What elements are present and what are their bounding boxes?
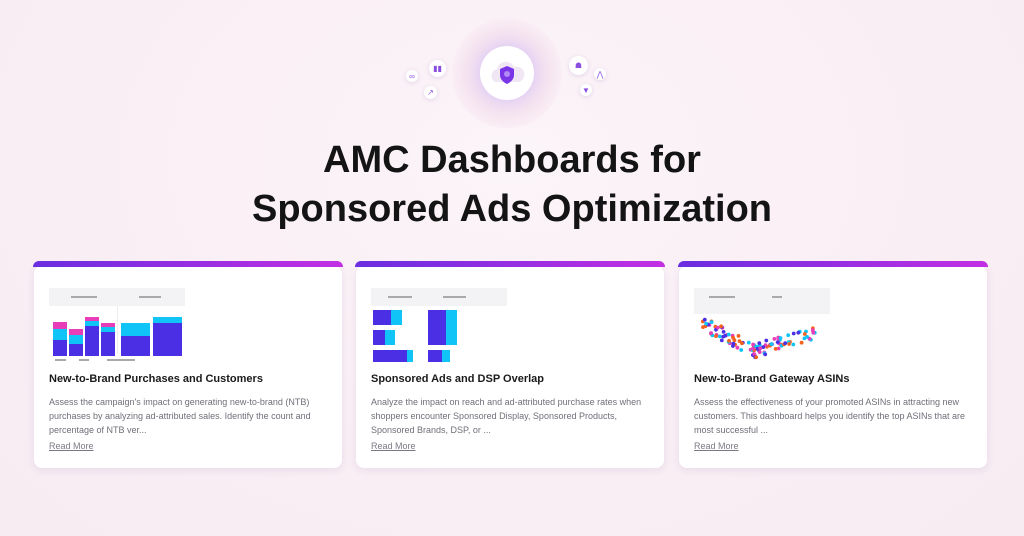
scatter-dot — [709, 331, 713, 335]
scatter-dot — [799, 340, 804, 345]
scatter-dot — [755, 346, 760, 351]
scatter-dot — [772, 337, 777, 341]
scatter-dot — [721, 330, 726, 334]
read-more-link[interactable]: Read More — [49, 441, 94, 451]
scatter-dot — [752, 352, 757, 357]
scatter-dot — [727, 338, 731, 343]
scatter-dot — [775, 340, 780, 344]
scatter-dot — [783, 341, 788, 346]
scatter-dot — [735, 345, 740, 350]
scatter-dot — [791, 331, 796, 336]
scatter-dot — [758, 346, 763, 351]
page-title: AMC Dashboards for Sponsored Ads Optimiza… — [0, 136, 1024, 234]
title-line-2: Sponsored Ads Optimization — [251, 188, 773, 230]
scatter-dots — [700, 317, 817, 360]
scatter-dot — [709, 320, 714, 324]
scatter-dot — [757, 341, 762, 345]
scatter-dot — [751, 342, 755, 347]
card-title: Sponsored Ads and DSP Overlap — [371, 373, 544, 385]
horizontal-bar-thumbnail — [371, 288, 507, 362]
scatter-dot — [761, 345, 766, 349]
scatter-dot — [773, 347, 778, 351]
dashboard-card-ntb-purchases[interactable]: New-to-Brand Purchases and Customers Ass… — [33, 261, 343, 468]
chat-icon: ∞ — [406, 70, 418, 82]
scatter-dot — [702, 317, 707, 322]
scatter-dot — [726, 332, 731, 337]
scatter-dot — [719, 338, 724, 343]
bar-chart-icon: ▮▮ — [429, 60, 446, 77]
scatter-dot — [736, 334, 741, 338]
scatter-dot — [757, 350, 762, 354]
scatter-dot — [776, 346, 781, 351]
stacked-bar-thumbnail — [49, 288, 185, 362]
read-more-link[interactable]: Read More — [694, 441, 739, 451]
scatter-dot — [740, 341, 744, 346]
card-description: Assess the effectiveness of your promote… — [694, 397, 965, 435]
scatter-dot — [746, 340, 751, 345]
scatter-dot — [791, 342, 796, 347]
scatter-dot — [715, 325, 720, 330]
scatter-dot — [787, 342, 791, 346]
scatter-dot — [811, 330, 816, 335]
users-icon: ☗ — [569, 56, 588, 75]
scatter-dot — [754, 355, 759, 360]
scatter-dot — [714, 334, 718, 338]
scatter-dot — [802, 336, 807, 341]
scatter-dot — [731, 344, 735, 348]
network-icon: ⋀ — [594, 68, 606, 80]
scatter-dot — [763, 352, 768, 357]
scatter-dot — [739, 348, 744, 352]
dashboard-card-sa-dsp-overlap[interactable]: Sponsored Ads and DSP Overlap Analyze th… — [355, 261, 665, 468]
trend-icon: ↗ — [424, 86, 437, 99]
title-line-1: AMC Dashboards for — [323, 139, 701, 181]
scatter-dot — [786, 333, 791, 338]
card-title: New-to-Brand Purchases and Customers — [49, 373, 263, 385]
scatter-dot — [796, 330, 801, 335]
scatter-dot — [721, 334, 726, 339]
scatter-dot — [778, 336, 783, 340]
scatter-dot — [717, 334, 722, 339]
card-title: New-to-Brand Gateway ASINs — [694, 373, 850, 385]
card-description: Assess the campaign's impact on generati… — [49, 397, 311, 435]
scatter-dot — [802, 332, 807, 336]
scatter-dot — [704, 321, 708, 326]
filter-icon: ▼ — [580, 84, 592, 96]
scatter-dot — [719, 324, 723, 329]
hero-graphic — [452, 18, 562, 128]
cloud-shield-icon — [491, 61, 525, 84]
scatter-thumbnail — [694, 288, 830, 362]
read-more-link[interactable]: Read More — [371, 441, 416, 451]
scatter-dot — [731, 335, 735, 340]
scatter-dot — [769, 342, 774, 346]
scatter-dot — [764, 338, 769, 343]
scatter-dot — [737, 339, 742, 343]
card-description: Analyze the impact on reach and ad-attri… — [371, 397, 642, 435]
scatter-dot — [751, 346, 755, 351]
dashboard-card-ntb-gateway-asins[interactable]: New-to-Brand Gateway ASINs Assess the ef… — [678, 261, 988, 468]
